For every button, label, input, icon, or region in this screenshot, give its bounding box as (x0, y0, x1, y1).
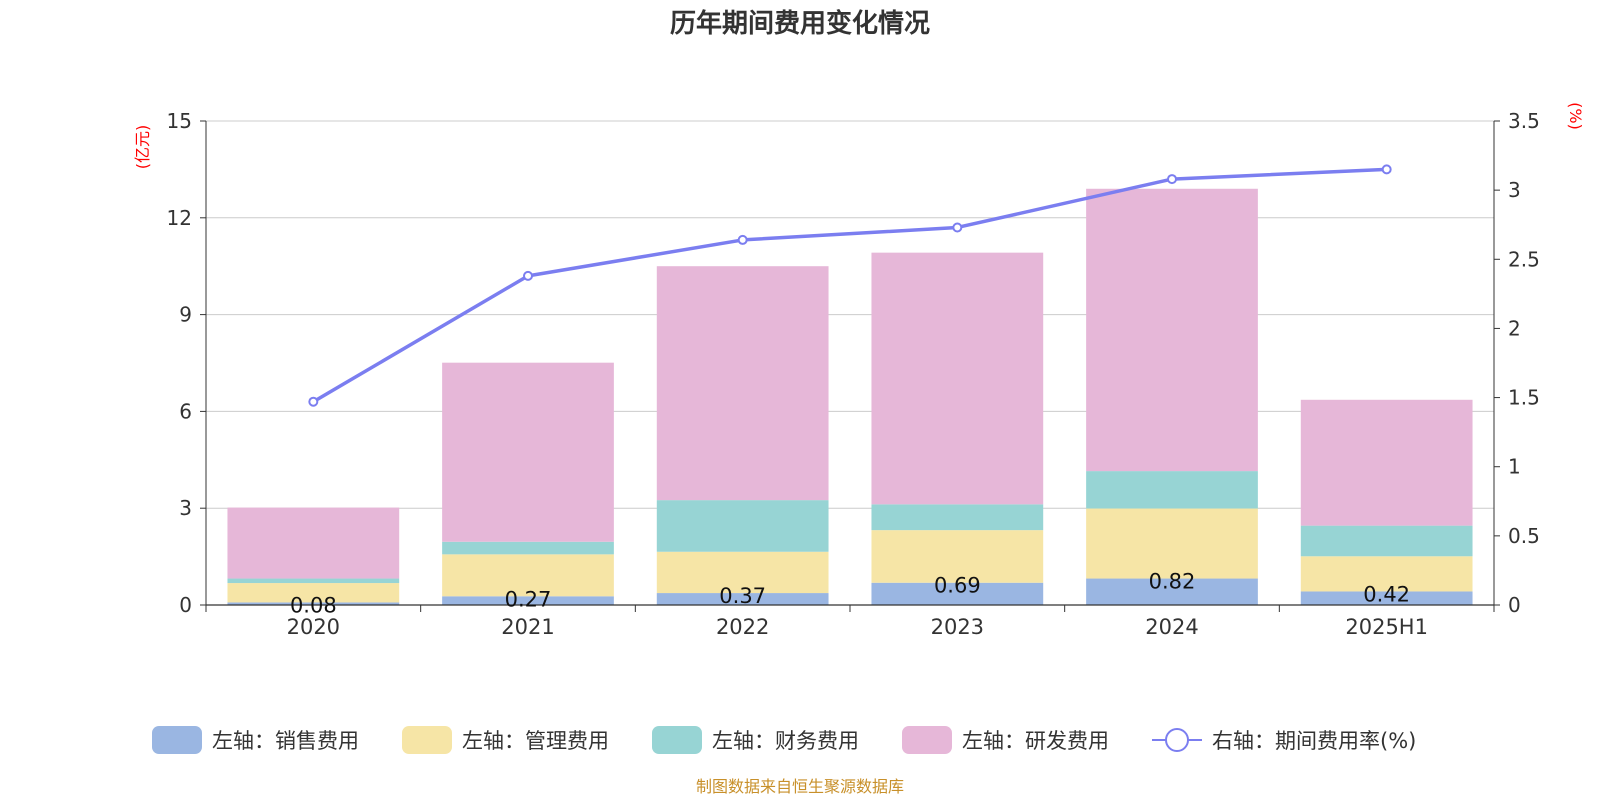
sales-data-label: 0.08 (290, 593, 337, 617)
admin-expense-bar (227, 583, 400, 603)
right-axis-unit: (%) (1566, 102, 1585, 130)
left-axis-tick-label: 15 (167, 109, 192, 133)
sales-data-label: 0.27 (505, 587, 552, 611)
right-axis-tick-label: 3 (1508, 178, 1521, 202)
admin-expense-bar (1086, 508, 1258, 579)
source-note: 制图数据来自恒生聚源数据库 (696, 777, 904, 796)
rnd-expense-bar (871, 252, 1044, 505)
legend-item: 左轴：销售费用 (152, 726, 359, 754)
legend-item: 右轴：期间费用率(%) (1152, 728, 1416, 753)
sales-expense-bar (871, 582, 1044, 605)
right-axis-tick-label: 2 (1508, 316, 1521, 340)
left-axis-unit: (亿元) (133, 125, 152, 170)
right-axis-tick-label: 2.5 (1508, 247, 1540, 271)
rate-line-series (308, 164, 1392, 407)
chart-title: 历年期间费用变化情况 (670, 8, 930, 39)
rate-point (1167, 174, 1177, 185)
legend-marker (1165, 728, 1189, 752)
x-axis-tick-label: 2025H1 (1345, 615, 1428, 639)
admin-expense-bar (1300, 556, 1473, 592)
legend-item: 左轴：研发费用 (902, 726, 1109, 754)
finance-expense-bar (442, 541, 614, 555)
rate-point (523, 270, 533, 281)
finance-expense-bar (227, 578, 400, 584)
sales-expense-bar (1300, 591, 1473, 605)
rnd-expense-bar (442, 362, 614, 542)
admin-expense-bar (656, 551, 829, 594)
right-axis-tick-label: 1.5 (1508, 386, 1540, 410)
rate-point (952, 222, 963, 233)
right-axis-tick-label: 0.5 (1508, 524, 1540, 548)
legend-swatch (902, 726, 952, 754)
sales-expense-bar (1086, 578, 1258, 605)
rnd-expense-bar (227, 507, 400, 579)
axes: 0 3 6 9 12 15 0 0.5 1 1.5 2 2.5 3 3.5 2020 2021 2022 2023… (167, 109, 1540, 639)
x-axis-tick-label: 2021 (501, 615, 554, 639)
sales-expense-bar (227, 602, 400, 605)
legend-swatch (652, 726, 702, 754)
rnd-expense-bar (656, 266, 829, 501)
legend-label: 左轴：管理费用 (462, 729, 609, 753)
finance-expense-bar (656, 500, 829, 552)
right-axis-tick-label: 1 (1508, 455, 1521, 479)
left-axis-tick-label: 0 (179, 593, 192, 617)
rate-point (308, 396, 319, 407)
data-labels: 0.08 0.27 0.37 0.69 0.82 0.42 (290, 570, 1410, 618)
left-axis-tick-label: 3 (179, 496, 192, 520)
legend-label: 左轴：财务费用 (712, 729, 859, 753)
x-axis-tick-label: 2020 (287, 615, 340, 639)
left-axis-tick-label: 12 (167, 206, 192, 230)
sales-expense-bar (442, 596, 614, 605)
gridlines (206, 120, 1494, 509)
x-axis-tick-label: 2023 (931, 615, 984, 639)
admin-expense-bar (871, 530, 1044, 583)
legend-item: 左轴：管理费用 (402, 726, 609, 754)
finance-expense-bar (1300, 525, 1473, 557)
legend-label: 右轴：期间费用率(%) (1212, 729, 1416, 753)
legend-label: 左轴：销售费用 (212, 729, 359, 753)
sales-expense-bar (656, 593, 829, 605)
sales-data-label: 0.37 (719, 584, 766, 608)
left-axis-tick-label: 6 (179, 399, 192, 423)
finance-expense-bar (1086, 471, 1258, 509)
sales-data-label: 0.82 (1149, 570, 1196, 594)
sales-data-label: 0.42 (1363, 582, 1410, 606)
rate-line (312, 167, 1387, 404)
legend-label: 左轴：研发费用 (962, 729, 1109, 753)
legend: 左轴：销售费用 左轴：管理费用 左轴：财务费用 左轴：研发费用 右轴：期间费用率(%) (152, 726, 1416, 754)
sales-data-label: 0.69 (934, 574, 981, 598)
admin-expense-bar (442, 554, 614, 597)
left-axis-tick-label: 9 (179, 303, 192, 327)
rnd-expense-bar (1086, 188, 1258, 472)
rate-point (1381, 164, 1392, 175)
x-axis-tick-label: 2022 (716, 615, 769, 639)
legend-swatch (402, 726, 452, 754)
x-axis-tick-label: 2024 (1145, 615, 1198, 639)
finance-expense-bar (871, 504, 1044, 531)
legend-swatch (152, 726, 202, 754)
rate-point (737, 234, 748, 245)
legend-item: 左轴：财务费用 (652, 726, 859, 754)
rnd-expense-bar (1300, 399, 1473, 526)
right-axis-tick-label: 0 (1508, 593, 1521, 617)
right-axis-tick-label: 3.5 (1508, 109, 1540, 133)
bar-series (227, 188, 1473, 605)
